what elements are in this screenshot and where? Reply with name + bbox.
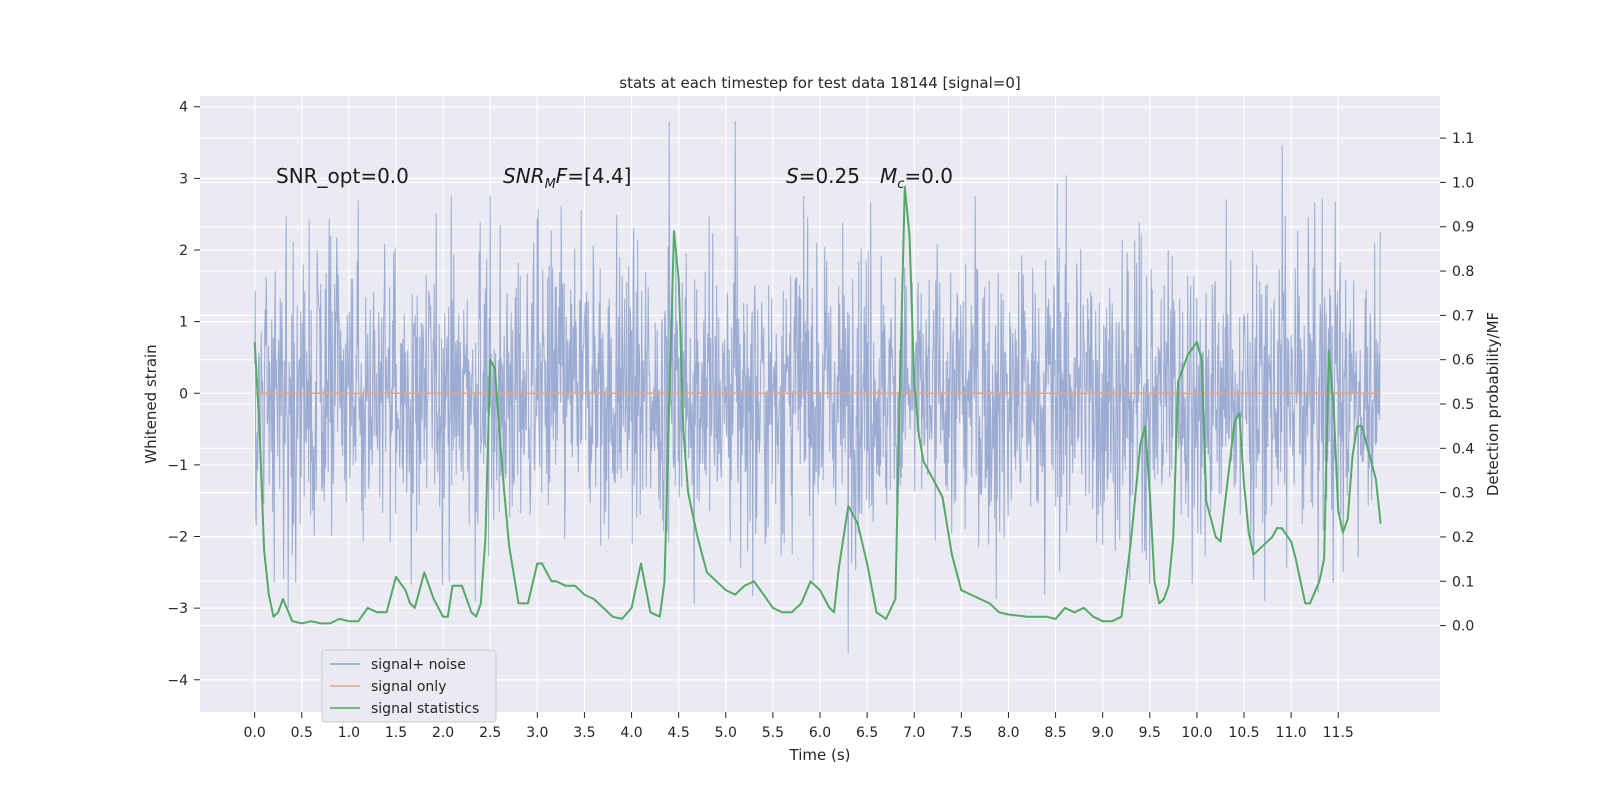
y-tick-label: 0 [179, 386, 188, 402]
legend-box [321, 649, 497, 723]
y-tick-label: 2 [179, 243, 188, 259]
y2-tick-label: 0.7 [1452, 308, 1474, 324]
x-tick-label: 4.0 [620, 725, 642, 741]
y2-tick-label: 0.5 [1452, 397, 1474, 413]
annotation-mc: Mc=0.0 [880, 164, 953, 192]
y-tick-label: −1 [167, 458, 188, 474]
y-tick-label: 4 [179, 100, 188, 116]
y2-tick-label: 0.4 [1452, 441, 1474, 457]
legend-label-noise: signal+ noise [371, 657, 466, 673]
x-tick-label: 8.0 [997, 725, 1019, 741]
x-tick-label: 0.5 [291, 725, 313, 741]
y-tick-label: −2 [167, 530, 188, 546]
y2-tick-label: 0.6 [1452, 353, 1474, 369]
annotation-snr-mf: SNRMF=[4.4] [503, 164, 631, 192]
x-tick-label: 9.5 [1139, 725, 1161, 741]
x-tick-label: 6.0 [809, 725, 831, 741]
x-tick-label: 5.5 [762, 725, 784, 741]
x-tick-label: 10.5 [1228, 725, 1259, 741]
x-tick-label: 5.0 [715, 725, 737, 741]
legend-label-stats: signal statistics [371, 701, 479, 717]
x-tick-label: 1.0 [338, 725, 360, 741]
x-tick-label: 7.5 [950, 725, 972, 741]
y2-tick-label: 0.1 [1452, 574, 1474, 590]
x-tick-label: 8.5 [1044, 725, 1066, 741]
x-tick-label: 0.0 [244, 725, 266, 741]
x-tick-label: 4.5 [668, 725, 690, 741]
chart-title: stats at each timestep for test data 181… [619, 74, 1020, 92]
y-axis-label: Whitened strain [142, 344, 160, 463]
y2-tick-label: 0.2 [1452, 530, 1474, 546]
y-tick-label: −3 [167, 601, 188, 617]
y-ticks-left: −4 −3 −2 −1 0 1 2 3 4 [167, 100, 200, 689]
y2-axis-label: Detection probability/MF [1484, 312, 1502, 496]
x-tick-label: 3.5 [573, 725, 595, 741]
grid-x [254, 96, 1339, 712]
y-tick-label: 1 [179, 315, 188, 331]
signal-statistics-line [253, 185, 1382, 625]
y2-tick-label: 0.0 [1452, 619, 1474, 635]
y-ticks-right: 0.0 0.1 0.2 0.3 0.4 0.5 0.6 0.7 0.8 0.9 1.0 1.1 [1440, 131, 1474, 635]
x-tick-label: 7.0 [903, 725, 925, 741]
legend: signal+ noise signal only signal statist… [321, 649, 497, 723]
y2-tick-label: 0.9 [1452, 220, 1474, 236]
annotation-s: S=0.25 [786, 164, 860, 188]
series-signal-statistics [253, 185, 1382, 625]
x-axis-label: Time (s) [789, 746, 851, 764]
x-tick-label: 3.0 [526, 725, 548, 741]
y2-tick-label: 0.3 [1452, 486, 1474, 502]
x-tick-label: 11.5 [1323, 725, 1354, 741]
y-tick-label: −4 [167, 673, 188, 689]
x-tick-label: 1.5 [385, 725, 407, 741]
y2-tick-label: 1.1 [1452, 131, 1474, 147]
legend-label-signal: signal only [371, 679, 446, 695]
annotation-snr-opt: SNR_opt=0.0 [276, 164, 409, 188]
y2-tick-label: 1.0 [1452, 175, 1474, 191]
noise-line [254, 121, 1381, 654]
x-tick-label: 2.0 [432, 725, 454, 741]
x-tick-label: 2.5 [479, 725, 501, 741]
x-tick-label: 6.5 [856, 725, 878, 741]
x-tick-label: 9.0 [1092, 725, 1114, 741]
y-tick-label: 3 [179, 171, 188, 187]
series-signal-plus-noise [254, 121, 1381, 654]
x-tick-label: 11.0 [1276, 725, 1307, 741]
y2-tick-label: 0.8 [1452, 264, 1474, 280]
x-ticks: 0.0 0.5 1.0 1.5 2.0 2.5 3.0 3.5 4.0 4.5 5.0 5.5 6.0 6… [244, 712, 1354, 741]
x-tick-label: 10.0 [1181, 725, 1212, 741]
